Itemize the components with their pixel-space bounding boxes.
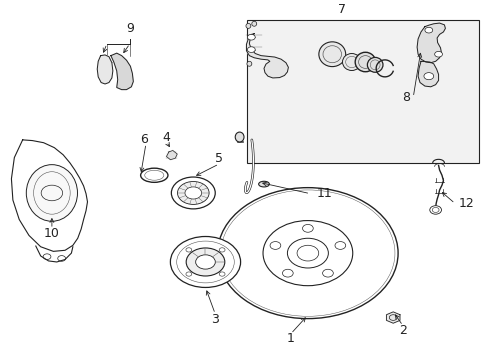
- Ellipse shape: [258, 181, 269, 187]
- Text: 6: 6: [141, 133, 148, 146]
- Circle shape: [434, 51, 442, 57]
- Ellipse shape: [251, 21, 256, 26]
- Bar: [246, 19, 478, 163]
- Circle shape: [429, 206, 441, 214]
- Text: 2: 2: [398, 324, 406, 337]
- Circle shape: [170, 237, 240, 287]
- Circle shape: [184, 187, 201, 199]
- Circle shape: [219, 248, 224, 252]
- Text: 7: 7: [337, 3, 346, 16]
- Text: 9: 9: [126, 22, 134, 36]
- Circle shape: [247, 35, 255, 40]
- Circle shape: [195, 255, 215, 269]
- Ellipse shape: [26, 165, 77, 221]
- Ellipse shape: [245, 23, 250, 28]
- Ellipse shape: [366, 57, 382, 72]
- Circle shape: [287, 238, 328, 268]
- Polygon shape: [417, 61, 438, 87]
- Circle shape: [423, 73, 433, 80]
- Ellipse shape: [318, 42, 345, 67]
- Text: 8: 8: [402, 91, 409, 104]
- Polygon shape: [416, 23, 445, 63]
- Circle shape: [177, 181, 209, 204]
- Polygon shape: [246, 34, 288, 78]
- Circle shape: [263, 221, 352, 286]
- Circle shape: [334, 242, 345, 249]
- Text: 11: 11: [316, 187, 332, 200]
- Circle shape: [296, 245, 318, 261]
- Text: 1: 1: [286, 332, 294, 345]
- Circle shape: [185, 272, 191, 276]
- Polygon shape: [11, 140, 87, 251]
- Circle shape: [247, 47, 255, 53]
- Text: 12: 12: [458, 197, 474, 210]
- Text: 5: 5: [215, 153, 223, 166]
- Text: 10: 10: [44, 227, 60, 240]
- Polygon shape: [386, 312, 399, 323]
- Ellipse shape: [342, 54, 360, 71]
- Polygon shape: [111, 53, 133, 90]
- Circle shape: [282, 269, 293, 277]
- Circle shape: [424, 27, 432, 33]
- Circle shape: [186, 248, 224, 276]
- Circle shape: [185, 248, 191, 252]
- Circle shape: [322, 269, 333, 277]
- Circle shape: [269, 242, 280, 249]
- Circle shape: [302, 224, 313, 232]
- Circle shape: [217, 188, 397, 319]
- Polygon shape: [97, 55, 113, 84]
- Text: 3: 3: [211, 313, 219, 326]
- Polygon shape: [166, 150, 177, 160]
- Ellipse shape: [235, 132, 244, 142]
- Circle shape: [219, 272, 224, 276]
- Ellipse shape: [354, 52, 375, 72]
- Ellipse shape: [246, 61, 251, 66]
- Text: 4: 4: [162, 131, 170, 144]
- Circle shape: [171, 177, 215, 209]
- Ellipse shape: [141, 168, 167, 183]
